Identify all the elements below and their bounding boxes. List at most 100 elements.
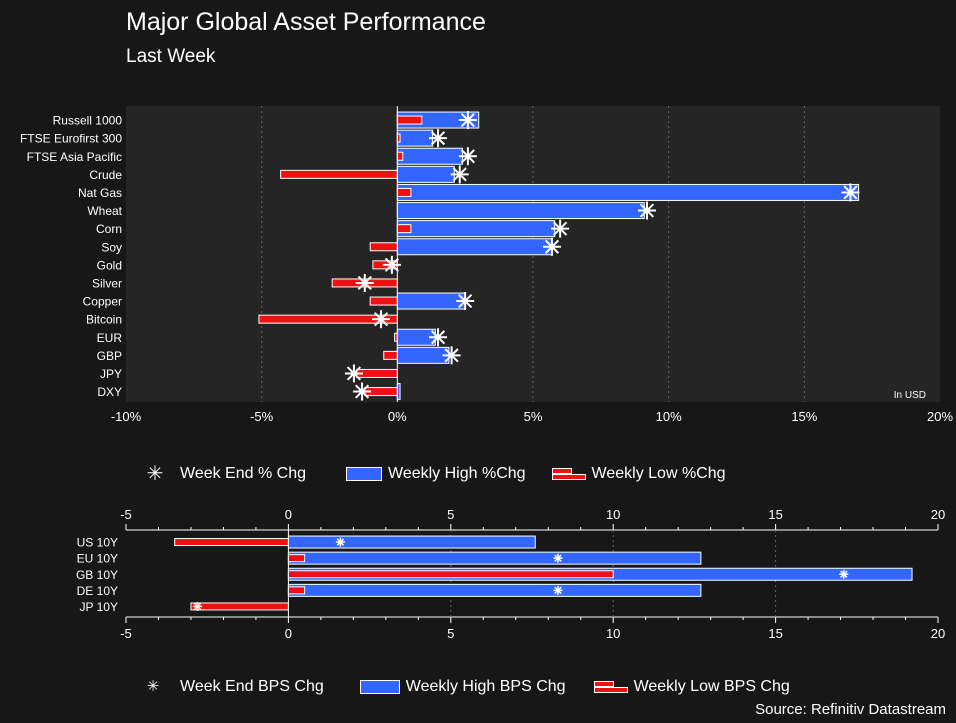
category-label: EU 10Y: [77, 552, 118, 566]
bar-weekly-low: [190, 602, 289, 611]
marker-week-end: [542, 237, 561, 256]
x-tick-label-top: 5: [447, 507, 454, 522]
x-tick-label: 10%: [656, 409, 682, 424]
legend-top: ✳ Week End % Chg Weekly High %Chg Weekly…: [142, 463, 726, 485]
legend-weekly-low: Weekly Low %Chg: [551, 465, 726, 483]
bar-weekly-low: [383, 350, 398, 360]
legend-weekly-low-bps-label: Weekly Low BPS Chg: [633, 678, 790, 695]
category-label: Crude: [89, 168, 122, 182]
bar-weekly-low: [396, 224, 412, 234]
marker-week-end: [458, 111, 477, 130]
marker-week-end: [372, 310, 391, 329]
x-tick-label-top: 20: [931, 507, 945, 522]
bar-weekly-low: [287, 586, 306, 595]
legend-week-end-label: Week End % Chg: [180, 465, 306, 482]
chart-title: Major Global Asset Performance: [126, 8, 486, 36]
marker-week-end: [353, 382, 372, 401]
star-marker-icon: ✳: [146, 463, 164, 485]
bar-weekly-high: [396, 165, 455, 183]
legend-weekly-high-bps-label: Weekly High BPS Chg: [405, 678, 566, 695]
x-tick-label-bottom: 15: [768, 626, 782, 641]
x-tick-label-top: -5: [120, 507, 132, 522]
legend-bottom: ✳ Week End BPS Chg Weekly High BPS Chg W…: [140, 678, 790, 696]
legend-weekly-high-label: Weekly High %Chg: [388, 465, 526, 482]
marker-week-end: [192, 601, 202, 611]
chart-subtitle: Last Week: [126, 46, 216, 67]
bar-weekly-low: [396, 187, 412, 197]
marker-week-end: [344, 364, 363, 383]
category-label: Russell 1000: [53, 114, 123, 128]
category-label: Nat Gas: [78, 186, 122, 200]
bar-weekly-low: [280, 169, 398, 179]
in-usd-annotation: In USD: [894, 390, 926, 401]
marker-week-end: [429, 129, 448, 148]
marker-week-end: [637, 201, 656, 220]
bar-weekly-low: [369, 296, 398, 306]
legend-week-end-bps: ✳ Week End BPS Chg: [140, 678, 324, 696]
category-label: Soy: [101, 240, 122, 254]
marker-week-end: [335, 537, 345, 547]
bar-weekly-low: [174, 538, 289, 547]
category-label: DXY: [97, 385, 122, 399]
x-tick-label: 20%: [927, 409, 953, 424]
x-tick-label-top: 10: [606, 507, 620, 522]
category-label: JP 10Y: [80, 600, 118, 614]
category-label: Copper: [83, 295, 122, 309]
legend-weekly-high: Weekly High %Chg: [346, 465, 526, 483]
category-label: FTSE Asia Pacific: [27, 150, 122, 164]
marker-week-end: [382, 255, 401, 274]
source-note: Source: Refinitiv Datastream: [755, 701, 946, 718]
low-bar-swatch: [551, 468, 586, 480]
marker-week-end: [551, 219, 570, 238]
category-label: GB 10Y: [76, 568, 118, 582]
low-bar-swatch: [593, 681, 628, 693]
bar-weekly-high: [396, 220, 556, 238]
bar-weekly-low: [287, 554, 306, 563]
marker-week-end: [841, 183, 860, 202]
marker-week-end: [450, 165, 469, 184]
legend-weekly-low-bps: Weekly Low BPS Chg: [593, 678, 790, 696]
bar-weekly-low: [396, 115, 423, 125]
x-tick-label-top: 15: [768, 507, 782, 522]
category-label: Corn: [96, 222, 122, 236]
x-tick-label: 5%: [524, 409, 543, 424]
star-marker-icon: ✳: [146, 678, 160, 695]
bar-weekly-high: [396, 183, 860, 201]
category-label: Wheat: [87, 204, 122, 218]
category-label: Silver: [92, 276, 122, 290]
x-tick-label: 15%: [791, 409, 817, 424]
legend-week-end-bps-label: Week End BPS Chg: [180, 678, 324, 695]
legend-week-end: ✳ Week End % Chg: [142, 463, 306, 485]
category-label: US 10Y: [77, 536, 118, 550]
high-bar-swatch: [359, 680, 400, 694]
bar-weekly-low: [369, 242, 398, 252]
bar-weekly-high: [396, 292, 466, 310]
bar-weekly-high: [287, 551, 702, 565]
bar-weekly-high: [396, 346, 450, 364]
bar-weekly-high: [396, 238, 553, 256]
legend-weekly-low-label: Weekly Low %Chg: [591, 465, 726, 482]
category-label: DE 10Y: [77, 584, 118, 598]
marker-week-end: [429, 328, 448, 347]
bar-weekly-low: [396, 151, 404, 161]
category-label: Bitcoin: [86, 313, 122, 327]
category-label: Gold: [97, 258, 122, 272]
x-tick-label: -10%: [111, 409, 142, 424]
marker-week-end: [442, 346, 461, 365]
marker-week-end: [355, 273, 374, 292]
marker-week-end: [839, 569, 849, 579]
legend-weekly-high-bps: Weekly High BPS Chg: [359, 678, 566, 696]
x-tick-label-bottom: 20: [931, 626, 945, 641]
category-label: JPY: [100, 367, 122, 381]
bar-weekly-low: [287, 570, 614, 579]
bar-weekly-high: [287, 535, 536, 549]
category-label: FTSE Eurofirst 300: [20, 132, 122, 146]
marker-week-end: [553, 585, 563, 595]
x-tick-label: 0%: [388, 409, 407, 424]
x-tick-label-bottom: -5: [120, 626, 132, 641]
bar-weekly-high: [396, 129, 434, 147]
bar-weekly-high: [396, 202, 645, 220]
marker-week-end: [553, 553, 563, 563]
marker-week-end: [458, 147, 477, 166]
